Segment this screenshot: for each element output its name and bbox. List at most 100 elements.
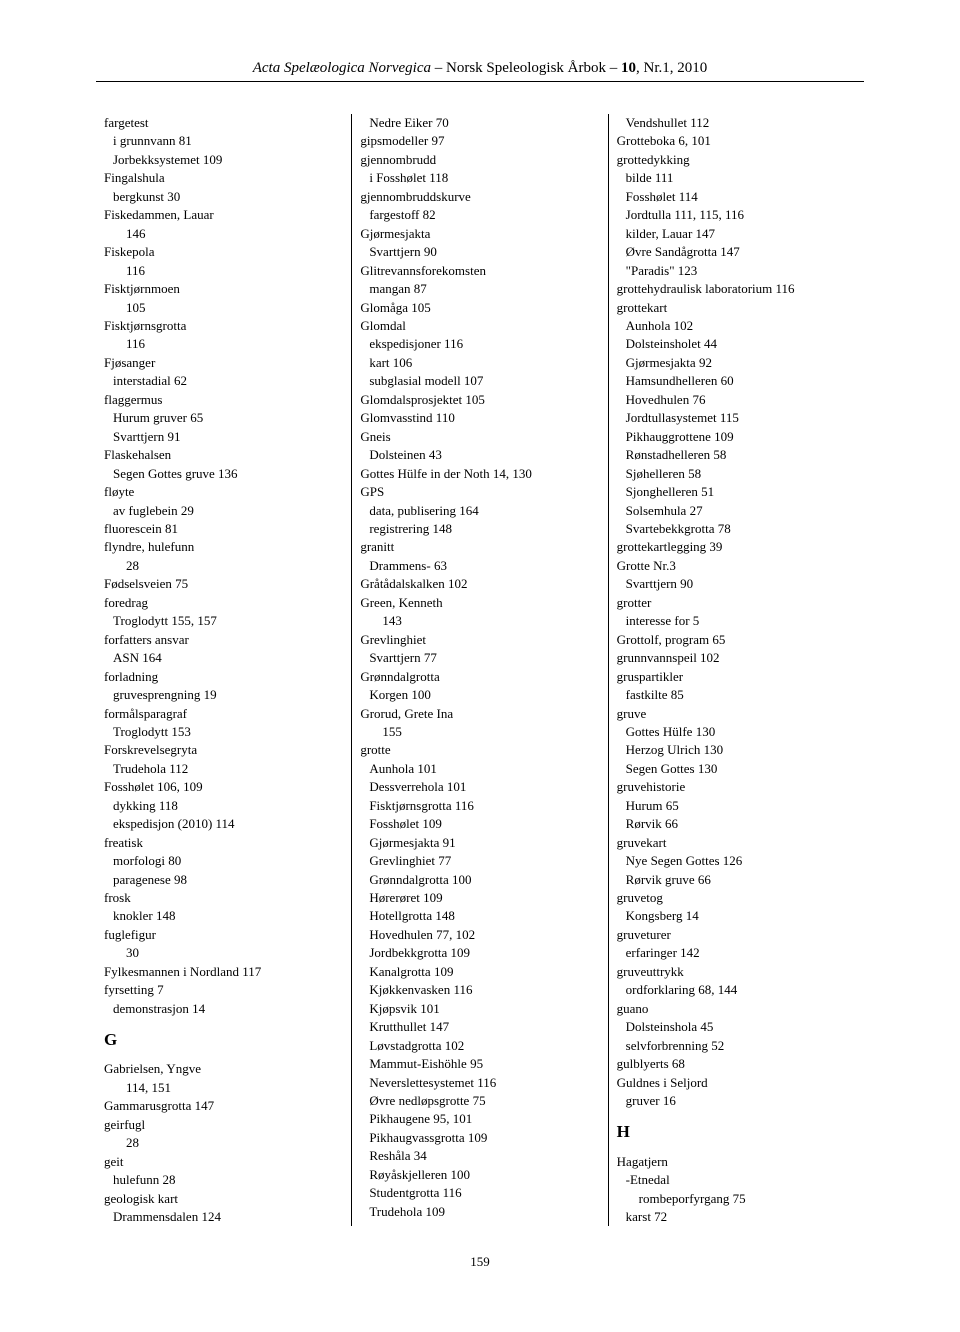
index-entry: Røyåskjelleren 100 <box>360 1166 599 1184</box>
index-entry: Kongsberg 14 <box>617 907 856 925</box>
header-volume: 10 <box>621 60 636 76</box>
index-entry: 28 <box>104 557 343 575</box>
index-entry: grottehydraulisk laboratorium 116 <box>617 280 856 298</box>
index-entry: Jordbekkgrotta 109 <box>360 944 599 962</box>
index-entry: fløyte <box>104 483 343 501</box>
index-entry: paragenese 98 <box>104 871 343 889</box>
index-entry: 114, 151 <box>104 1079 343 1097</box>
index-entry: Dolsteinen 43 <box>360 446 599 464</box>
index-entry: Fiskedammen, Lauar <box>104 206 343 224</box>
index-entry: grottedykking <box>617 151 856 169</box>
index-entry: interstadial 62 <box>104 372 343 390</box>
index-entry: Gneis <box>360 428 599 446</box>
index-entry: guano <box>617 1000 856 1018</box>
index-entry: kilder, Lauar 147 <box>617 225 856 243</box>
index-entry: Øvre Sandågrotta 147 <box>617 243 856 261</box>
index-entry: Løvstadgrotta 102 <box>360 1037 599 1055</box>
index-entry: Fødselsveien 75 <box>104 575 343 593</box>
index-entry: Vendshullet 112 <box>617 114 856 132</box>
index-entry: Neverslettesystemet 116 <box>360 1074 599 1092</box>
index-entry: Studentgrotta 116 <box>360 1184 599 1202</box>
index-entry: Troglodytt 155, 157 <box>104 612 343 630</box>
index-entry: grottekart <box>617 299 856 317</box>
index-entry: demonstrasjon 14 <box>104 1000 343 1018</box>
index-entry: Fosshølet 109 <box>360 815 599 833</box>
index-entry: Nye Segen Gottes 126 <box>617 852 856 870</box>
index-entry: dykking 118 <box>104 797 343 815</box>
section-letter: G <box>104 1028 343 1052</box>
index-entry: Hotellgrotta 148 <box>360 907 599 925</box>
index-entry: gruveturer <box>617 926 856 944</box>
index-entry: kart 106 <box>360 354 599 372</box>
index-entry: grotter <box>617 594 856 612</box>
index-entry: Jordtullasystemet 115 <box>617 409 856 427</box>
index-entry: formålsparagraf <box>104 705 343 723</box>
index-entry: Svarttjern 77 <box>360 649 599 667</box>
index-entry: Aunhola 101 <box>360 760 599 778</box>
index-entry: Svarttjern 90 <box>360 243 599 261</box>
index-entry: Trudehola 109 <box>360 1203 599 1221</box>
index-entry: Guldnes i Seljord <box>617 1074 856 1092</box>
page-header: Acta Spelæologica Norvegica – Norsk Spel… <box>96 60 864 82</box>
index-entry: Pikhaugvassgrotta 109 <box>360 1129 599 1147</box>
index-entry: fluorescein 81 <box>104 520 343 538</box>
index-entry: Hamsundhelleren 60 <box>617 372 856 390</box>
index-entry: ASN 164 <box>104 649 343 667</box>
index-entry: Drammensdalen 124 <box>104 1208 343 1226</box>
index-entry: gjennombruddskurve <box>360 188 599 206</box>
index-entry: erfaringer 142 <box>617 944 856 962</box>
index-entry: forladning <box>104 668 343 686</box>
index-entry: Glomdalsprosjektet 105 <box>360 391 599 409</box>
index-entry: Rønstadhelleren 58 <box>617 446 856 464</box>
index-entry: geirfugl <box>104 1116 343 1134</box>
index-entry: fargetest <box>104 114 343 132</box>
index-entry: Svartebekkgrotta 78 <box>617 520 856 538</box>
index-entry: ekspedisjoner 116 <box>360 335 599 353</box>
index-entry: Solsemhula 27 <box>617 502 856 520</box>
index-entry: Herzog Ulrich 130 <box>617 741 856 759</box>
column-3: Vendshullet 112Grotteboka 6, 101grottedy… <box>609 114 864 1226</box>
index-entry: Gabrielsen, Yngve <box>104 1060 343 1078</box>
index-entry: Fisktjørnmoen <box>104 280 343 298</box>
index-entry: Gjørmesjakta 91 <box>360 834 599 852</box>
index-entry: Segen Gottes 130 <box>617 760 856 778</box>
index-entry: Rørvik 66 <box>617 815 856 833</box>
index-entry: Mammut-Eishöhle 95 <box>360 1055 599 1073</box>
index-entry: Fiskepola <box>104 243 343 261</box>
index-entry: -Etnedal <box>617 1171 856 1189</box>
index-entry: Reshåla 34 <box>360 1147 599 1165</box>
header-sep2: – <box>606 60 621 76</box>
index-entry: foredrag <box>104 594 343 612</box>
index-entry: Glomvasstind 110 <box>360 409 599 427</box>
index-entry: gruvekart <box>617 834 856 852</box>
index-entry: forfatters ansvar <box>104 631 343 649</box>
index-entry: grottekartlegging 39 <box>617 538 856 556</box>
index-entry: Dolsteinsholet 44 <box>617 335 856 353</box>
index-entry: Troglodytt 153 <box>104 723 343 741</box>
index-entry: Svarttjern 91 <box>104 428 343 446</box>
index-entry: Glomåga 105 <box>360 299 599 317</box>
index-entry: Sjonghelleren 51 <box>617 483 856 501</box>
index-entry: Kjøkkenvasken 116 <box>360 981 599 999</box>
index-entry: ekspedisjon (2010) 114 <box>104 815 343 833</box>
index-entry: Hovedhulen 76 <box>617 391 856 409</box>
index-entry: Drammens- 63 <box>360 557 599 575</box>
index-entry: Jorbekksystemet 109 <box>104 151 343 169</box>
index-entry: Forskrevelsegryta <box>104 741 343 759</box>
index-entry: Green, Kenneth <box>360 594 599 612</box>
index-entry: 116 <box>104 262 343 280</box>
index-entry: Segen Gottes gruve 136 <box>104 465 343 483</box>
index-entry: Krutthullet 147 <box>360 1018 599 1036</box>
index-entry: 143 <box>360 612 599 630</box>
index-entry: Hovedhulen 77, 102 <box>360 926 599 944</box>
index-entry: Sjøhelleren 58 <box>617 465 856 483</box>
index-entry: i Fosshølet 118 <box>360 169 599 187</box>
index-entry: Fosshølet 106, 109 <box>104 778 343 796</box>
index-entry: i grunnvann 81 <box>104 132 343 150</box>
index-entry: Gottes Hülfe 130 <box>617 723 856 741</box>
index-entry: Aunhola 102 <box>617 317 856 335</box>
index-entry: Grevlinghiet 77 <box>360 852 599 870</box>
index-entry: grotte <box>360 741 599 759</box>
index-entry: morfologi 80 <box>104 852 343 870</box>
index-entry: Grevlinghiet <box>360 631 599 649</box>
